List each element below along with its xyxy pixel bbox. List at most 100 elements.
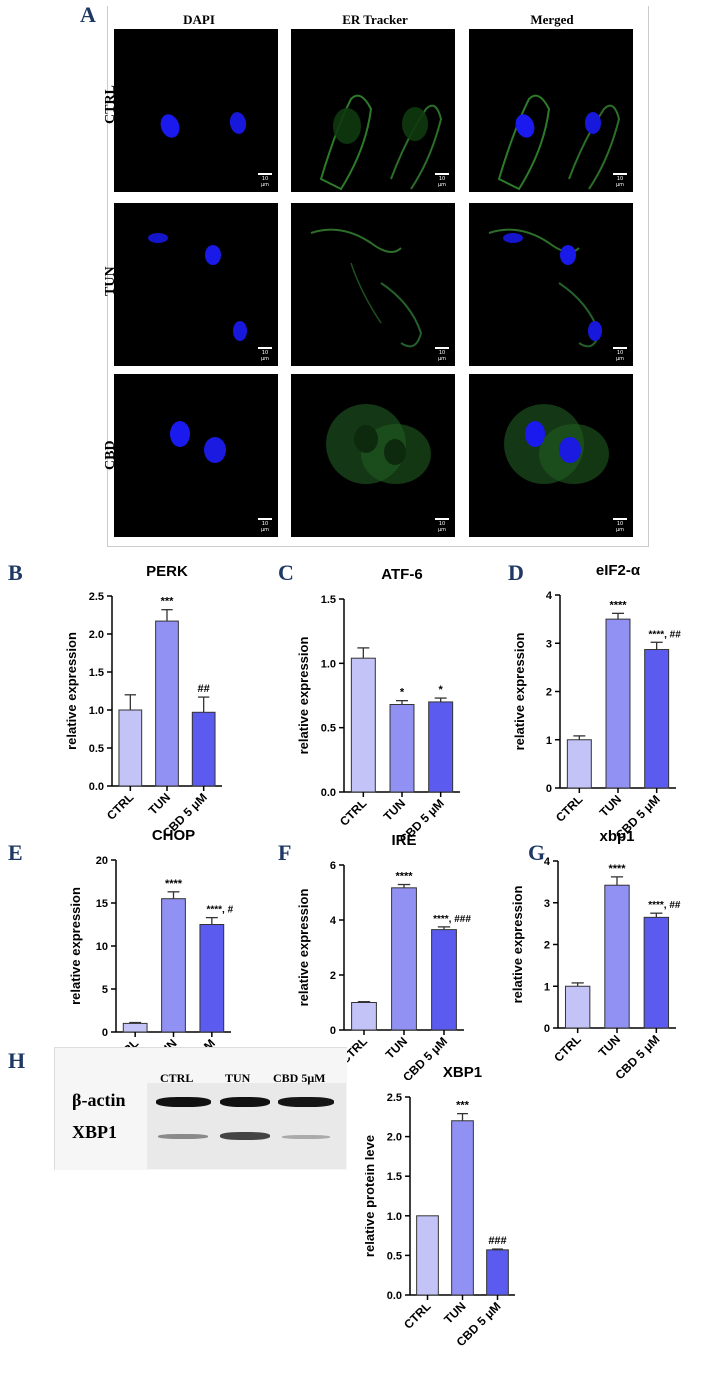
micrograph-ctrl-merged: 10 μm bbox=[469, 29, 633, 192]
column-header-merged: Merged bbox=[530, 12, 574, 27]
y-axis-label: relative expression bbox=[64, 632, 79, 750]
micrograph-tun-dapi: 10 μm bbox=[114, 203, 278, 366]
significance-label: **** bbox=[165, 878, 183, 890]
column-header-dapi: DAPI bbox=[183, 12, 215, 27]
panel-a-frame bbox=[107, 6, 649, 547]
significance-label: ### bbox=[488, 1235, 506, 1247]
y-tick-label: 5 bbox=[102, 984, 108, 996]
micrograph-tun-er-tracker: 10 μm bbox=[291, 203, 455, 366]
y-tick-label: 2.0 bbox=[387, 1132, 402, 1144]
x-tick-label: TUN bbox=[597, 792, 624, 819]
scale-bar: 10 μm bbox=[258, 173, 272, 188]
y-tick-label: 1.0 bbox=[387, 1211, 402, 1223]
panel-letter-h: H bbox=[8, 1048, 26, 1073]
panel-letter-c: C bbox=[278, 560, 294, 585]
y-axis-label: relative expression bbox=[296, 889, 311, 1007]
chart-chop: CHOP relative expression 0 5 10 15 20 CTRL **** T… bbox=[50, 827, 260, 1086]
bar-0 bbox=[351, 1002, 377, 1031]
chart-title: IRE bbox=[391, 832, 416, 849]
significance-label: **** bbox=[609, 599, 627, 611]
panel-letter-g: G bbox=[528, 840, 546, 865]
y-tick-label: 4 bbox=[544, 856, 551, 868]
scale-bar: 10 μm bbox=[258, 518, 272, 533]
bar-0 bbox=[122, 1022, 148, 1033]
chart-title: xbp1 bbox=[599, 830, 634, 845]
blot-band-xbp1-cbd bbox=[282, 1135, 330, 1139]
y-tick-label: 0.5 bbox=[89, 743, 104, 755]
bar-0 bbox=[416, 1215, 439, 1296]
y-tick-label: 1.0 bbox=[89, 705, 104, 717]
micrograph-tun-merged: 10 μm bbox=[469, 203, 633, 366]
y-axis-label: relative protein leve bbox=[365, 1135, 377, 1257]
y-tick-label: 0.5 bbox=[387, 1250, 402, 1262]
bar-1 bbox=[391, 887, 417, 1031]
panel-letter-a: A bbox=[80, 2, 96, 27]
significance-label: ****, # bbox=[206, 905, 233, 916]
chart-title: PERK bbox=[146, 563, 188, 580]
panel-letter-b: B bbox=[8, 560, 23, 585]
scale-bar: 10 μm bbox=[435, 173, 449, 188]
y-tick-label: 2 bbox=[330, 970, 336, 982]
blot-row-xbp1: XBP1 bbox=[72, 1122, 117, 1142]
significance-label: ****, ## bbox=[648, 900, 681, 911]
bar-2 bbox=[431, 929, 457, 1031]
bar-0 bbox=[564, 985, 591, 1029]
bar-1 bbox=[605, 618, 631, 789]
bar-1 bbox=[389, 704, 415, 793]
y-tick-label: 1 bbox=[546, 735, 552, 747]
significance-label: **** bbox=[395, 871, 413, 883]
y-tick-label: 15 bbox=[96, 898, 108, 910]
y-tick-label: 1 bbox=[544, 981, 550, 993]
y-axis-label: relative expression bbox=[512, 633, 527, 751]
x-tick-label: CTRL bbox=[337, 796, 370, 829]
scale-bar: 10 μm bbox=[435, 518, 449, 533]
bar-1 bbox=[451, 1120, 474, 1296]
bar-2 bbox=[643, 916, 670, 1029]
micrograph-cbd-dapi: 10 μm bbox=[114, 374, 278, 537]
bar-1 bbox=[161, 898, 186, 1033]
micrograph-ctrl-dapi: 10 μm bbox=[114, 29, 278, 192]
bar-1 bbox=[155, 620, 179, 787]
panel-letter-d: D bbox=[508, 560, 524, 585]
chart-xbp1: xbp1 relative expression 0 1 2 3 4 CTRL **** TUN *… bbox=[510, 828, 701, 1082]
y-tick-label: 4 bbox=[330, 915, 337, 927]
bar-2 bbox=[199, 924, 225, 1033]
significance-label: *** bbox=[161, 596, 175, 608]
bar-0 bbox=[350, 657, 376, 793]
y-tick-label: 0 bbox=[102, 1027, 108, 1039]
blot-lane-ctrl: CTRL bbox=[160, 1071, 194, 1085]
blot-lane-tun: TUN bbox=[225, 1071, 251, 1085]
chart-eif2a: eIF2-α relative expression 0 1 2 3 4 CTRL **** TU… bbox=[510, 550, 701, 842]
y-tick-label: 2 bbox=[546, 687, 552, 699]
scale-bar: 10 μm bbox=[258, 347, 272, 362]
bar-1 bbox=[604, 884, 630, 1029]
column-header-er-tracker: ER Tracker bbox=[342, 12, 408, 27]
chart-title: CHOP bbox=[152, 830, 195, 844]
y-tick-label: 3 bbox=[544, 898, 550, 910]
bar-2 bbox=[191, 711, 216, 787]
y-tick-label: 20 bbox=[96, 855, 108, 867]
micrograph-cbd-merged: 10 μm bbox=[469, 374, 633, 537]
x-tick-label: CTRL bbox=[104, 790, 137, 823]
y-tick-label: 4 bbox=[546, 590, 553, 602]
chart-title: ATF-6 bbox=[381, 566, 422, 583]
y-tick-label: 0.0 bbox=[89, 781, 104, 793]
x-tick-label: TUN bbox=[596, 1032, 623, 1059]
y-tick-label: 0 bbox=[544, 1023, 550, 1035]
y-tick-label: 1.0 bbox=[321, 658, 336, 670]
chart-title: XBP1 bbox=[443, 1064, 482, 1081]
significance-label: * bbox=[439, 684, 444, 696]
blot-lane-cbd: CBD 5μM bbox=[273, 1071, 326, 1085]
significance-label: ****, ## bbox=[649, 629, 682, 640]
scale-bar: 10 μm bbox=[613, 173, 627, 188]
significance-label: **** bbox=[608, 863, 626, 875]
chart-xbp1-protein: XBP1 relative protein leve 0.0 0.5 1.0 1.5 2.0… bbox=[362, 1055, 595, 1395]
western-blot-image bbox=[147, 1083, 346, 1169]
y-axis-label: relative expression bbox=[296, 637, 311, 755]
y-tick-label: 0.0 bbox=[321, 787, 336, 799]
blot-band-actin-tun bbox=[220, 1097, 270, 1107]
micrograph-ctrl-er-tracker: 10 μm bbox=[291, 29, 455, 192]
y-tick-label: 10 bbox=[96, 941, 108, 953]
y-tick-label: 2.0 bbox=[89, 629, 104, 641]
bar-2 bbox=[428, 701, 454, 793]
